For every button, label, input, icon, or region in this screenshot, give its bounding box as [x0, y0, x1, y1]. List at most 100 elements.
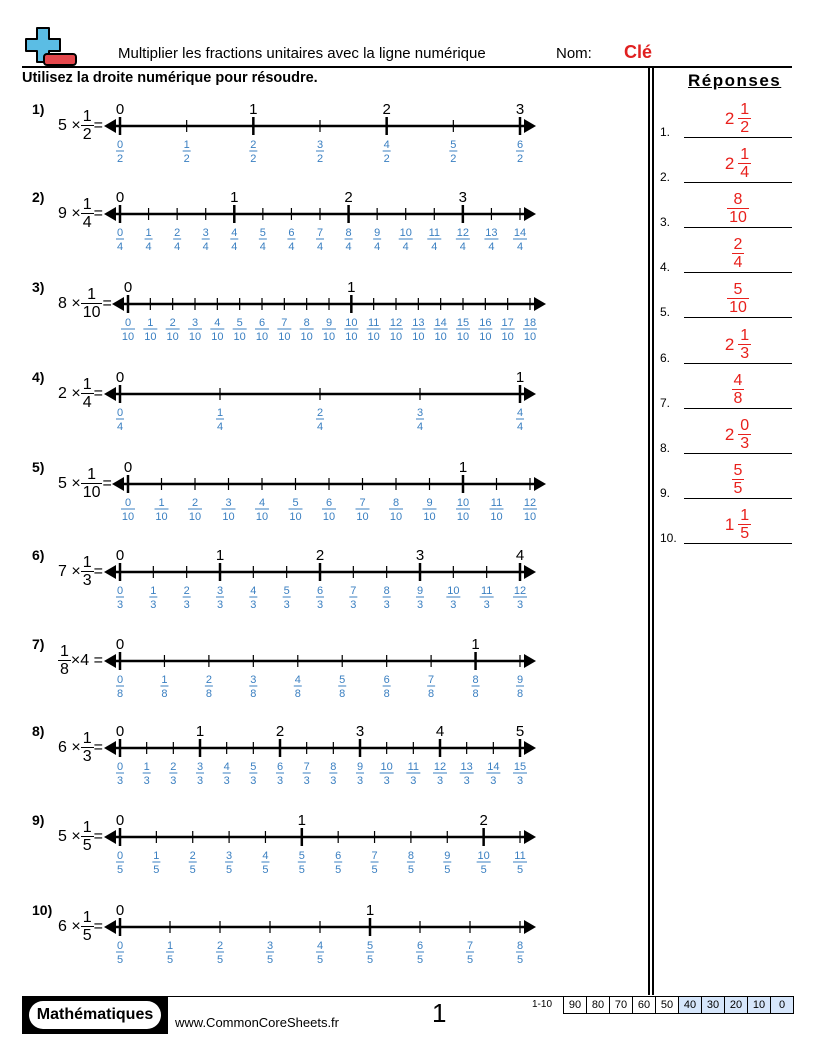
svg-text:3: 3 — [417, 407, 423, 419]
answer-number: 9. — [660, 486, 671, 500]
svg-text:3: 3 — [117, 775, 123, 787]
svg-text:3: 3 — [357, 775, 363, 787]
svg-text:3: 3 — [250, 599, 256, 611]
svg-text:8: 8 — [384, 585, 390, 597]
svg-text:6: 6 — [277, 761, 283, 773]
svg-text:8: 8 — [472, 688, 478, 700]
svg-text:4: 4 — [460, 241, 466, 253]
problem-expression: 6 × 1 5 = — [58, 909, 103, 944]
svg-text:3: 3 — [250, 674, 256, 686]
score-cell: 80 — [586, 997, 609, 1013]
problem-number: 3) — [32, 279, 45, 295]
svg-text:4: 4 — [224, 761, 230, 773]
problem-number: 7) — [32, 636, 45, 652]
answer-blank[interactable] — [684, 543, 792, 544]
answer-blank[interactable] — [684, 137, 792, 138]
svg-text:4: 4 — [436, 723, 444, 740]
svg-text:10: 10 — [390, 331, 402, 343]
svg-text:2: 2 — [479, 812, 487, 829]
svg-text:3: 3 — [184, 599, 190, 611]
svg-text:1: 1 — [249, 101, 257, 118]
svg-text:3: 3 — [150, 599, 156, 611]
svg-text:1: 1 — [298, 812, 306, 829]
svg-text:0: 0 — [117, 674, 123, 686]
svg-text:6: 6 — [259, 317, 265, 329]
svg-text:5: 5 — [335, 864, 341, 876]
svg-text:11: 11 — [408, 761, 419, 773]
svg-text:0: 0 — [117, 407, 123, 419]
svg-text:6: 6 — [317, 585, 323, 597]
svg-text:10: 10 — [144, 331, 156, 343]
svg-text:10: 10 — [435, 331, 447, 343]
answer-blank[interactable] — [684, 363, 792, 364]
answer-blank[interactable] — [684, 182, 792, 183]
svg-text:8: 8 — [346, 227, 352, 239]
answer-number: 8. — [660, 441, 671, 455]
svg-text:4: 4 — [231, 227, 237, 239]
svg-text:4: 4 — [214, 317, 220, 329]
svg-text:4: 4 — [317, 421, 323, 433]
svg-text:10: 10 — [323, 331, 335, 343]
svg-text:5: 5 — [284, 585, 290, 597]
svg-text:3: 3 — [317, 139, 323, 151]
svg-text:3: 3 — [516, 101, 524, 118]
answer-blank[interactable] — [684, 227, 792, 228]
answer-number: 3. — [660, 215, 671, 229]
svg-text:5: 5 — [262, 864, 268, 876]
svg-text:3: 3 — [330, 775, 336, 787]
svg-text:3: 3 — [384, 599, 390, 611]
svg-text:18: 18 — [524, 317, 536, 329]
svg-text:3: 3 — [416, 547, 424, 564]
svg-text:4: 4 — [488, 241, 494, 253]
svg-text:5: 5 — [260, 227, 266, 239]
score-cell: 40 — [678, 997, 701, 1013]
svg-text:4: 4 — [260, 241, 266, 253]
svg-text:2: 2 — [384, 153, 390, 165]
problem-expression: 8 × 1 10 = — [58, 286, 112, 321]
svg-text:3: 3 — [197, 775, 203, 787]
svg-text:8: 8 — [117, 688, 123, 700]
svg-text:4: 4 — [517, 421, 523, 433]
svg-text:5: 5 — [226, 864, 232, 876]
svg-text:10: 10 — [167, 331, 179, 343]
answer-blank[interactable] — [684, 272, 792, 273]
svg-text:6: 6 — [417, 940, 423, 952]
svg-text:1: 1 — [516, 369, 524, 386]
svg-text:12: 12 — [390, 317, 402, 329]
svg-text:3: 3 — [317, 599, 323, 611]
problem-number: 1) — [32, 101, 45, 117]
svg-text:9: 9 — [426, 497, 432, 509]
svg-text:6: 6 — [288, 227, 294, 239]
answer-blank[interactable] — [684, 453, 792, 454]
answer-blank[interactable] — [684, 408, 792, 409]
answer-value: 8 10 — [684, 191, 792, 227]
svg-text:4: 4 — [117, 421, 123, 433]
svg-text:3: 3 — [217, 599, 223, 611]
svg-text:0: 0 — [117, 585, 123, 597]
answer-blank[interactable] — [684, 498, 792, 499]
worksheet-title: Multiplier les fractions unitaires avec … — [118, 45, 486, 62]
svg-text:7: 7 — [359, 497, 365, 509]
svg-text:0: 0 — [124, 279, 132, 296]
answer-blank[interactable] — [684, 317, 792, 318]
svg-text:0: 0 — [117, 940, 123, 952]
problem-expression: 9 × 1 4 = — [58, 196, 103, 231]
svg-text:10: 10 — [423, 511, 435, 523]
svg-text:4: 4 — [517, 241, 523, 253]
site-url[interactable]: www.CommonCoreSheets.fr — [175, 1015, 339, 1030]
svg-text:5: 5 — [516, 723, 524, 740]
subject-badge: Mathématiques — [29, 1001, 161, 1029]
svg-text:2: 2 — [316, 547, 324, 564]
name-value: Clé — [624, 42, 653, 62]
header-divider — [22, 66, 792, 68]
svg-text:10: 10 — [122, 331, 134, 343]
